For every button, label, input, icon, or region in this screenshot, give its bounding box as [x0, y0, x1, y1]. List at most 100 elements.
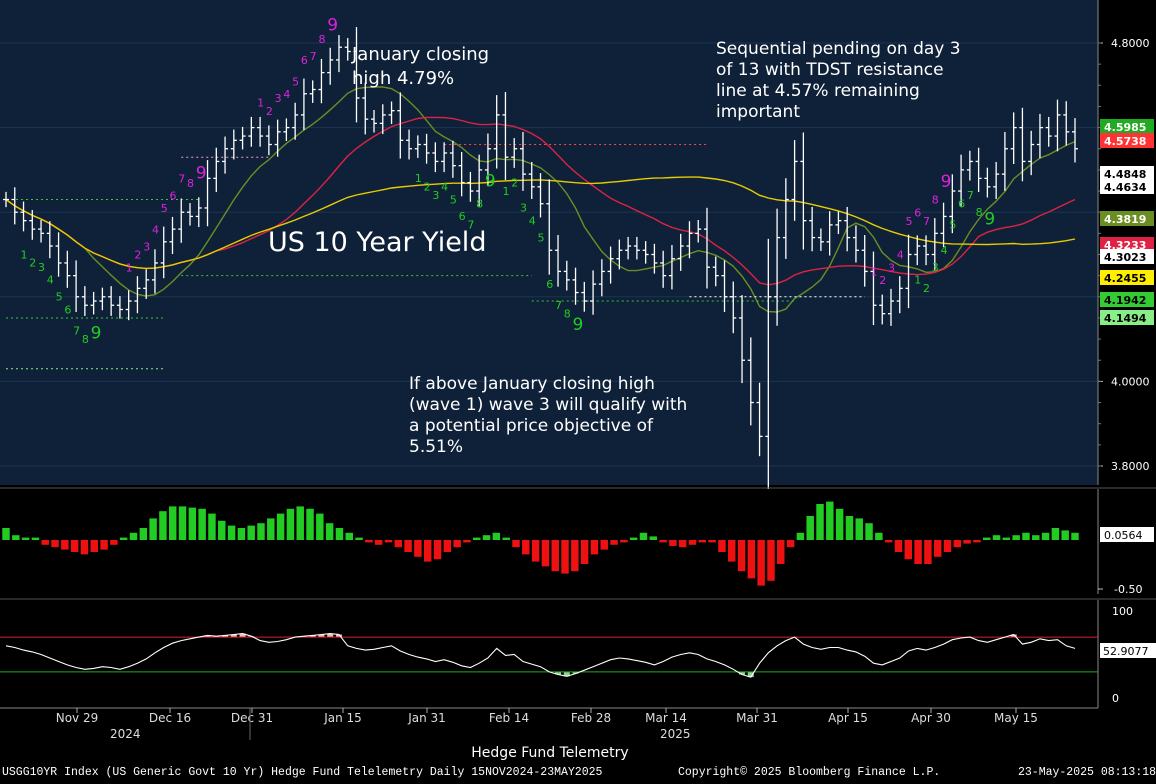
ohlc-bar — [204, 160, 211, 227]
x-axis-title: Hedge Fund Telemetry — [471, 745, 628, 761]
td-count: 6 — [64, 303, 71, 316]
macd-bar — [61, 540, 69, 550]
ohlc-bar — [344, 38, 351, 61]
macd-bar — [482, 535, 491, 540]
annotation-january-high: January closing high 4.79% — [351, 44, 489, 89]
ohlc-bar — [257, 116, 264, 147]
ohlc-bar — [817, 228, 824, 251]
macd-bar — [973, 540, 981, 543]
ohlc-bar — [309, 80, 316, 103]
macd-bar — [678, 540, 687, 548]
td-count: 2 — [511, 176, 518, 189]
rsi-series — [5, 633, 1076, 678]
td-count: 9 — [91, 324, 102, 344]
td-count: 3 — [275, 92, 282, 105]
x-tick-label: Dec 16 — [149, 711, 191, 725]
macd-bar — [286, 508, 295, 540]
x-tick-label: Mar 14 — [645, 711, 687, 725]
macd-bar — [21, 537, 30, 540]
macd-bar — [777, 540, 785, 564]
chart-title: US 10 Year Yield — [268, 227, 486, 258]
annotation-sequential: Sequential pending on day 3 of 13 with TD… — [716, 39, 961, 122]
rsi-oversold-fill — [555, 671, 754, 678]
ohlc-bar — [64, 250, 71, 288]
td-count: 4 — [441, 181, 448, 194]
moving-average-10 — [5, 86, 1076, 313]
ohlc-bar — [125, 290, 132, 321]
macd-bar — [512, 540, 520, 548]
price-label: 4.1942 — [1100, 292, 1154, 307]
ohlc-bar — [747, 337, 754, 426]
ohlc-bar — [756, 382, 763, 457]
macd-bar — [227, 525, 236, 540]
macd-bar — [267, 518, 275, 540]
ohlc-bar — [230, 129, 237, 160]
svg-text:4.4848: 4.4848 — [1104, 168, 1146, 181]
td-count: 8 — [318, 33, 325, 46]
macd-bar — [1061, 530, 1069, 540]
ohlc-bar — [958, 154, 965, 207]
price-label: 4.4634 — [1100, 179, 1154, 194]
macd-bar — [316, 513, 324, 540]
macd-bar — [384, 540, 393, 543]
ohlc-bar — [598, 259, 605, 297]
macd-bar — [875, 532, 883, 540]
macd-bar — [865, 523, 873, 540]
ohlc-bar — [572, 267, 579, 305]
td-count: 5 — [161, 202, 168, 215]
macd-bar — [443, 540, 452, 552]
td-count: 7 — [73, 324, 80, 337]
ohlc-bar — [353, 27, 360, 123]
main-y-tick-label: 4.8000 — [1111, 37, 1150, 50]
macd-bar — [80, 540, 89, 555]
ohlc-bar — [695, 219, 702, 243]
macd-bar — [168, 506, 177, 540]
macd-bar — [365, 540, 373, 543]
td-count: 9 — [196, 163, 207, 183]
ohlc-bar — [476, 154, 483, 207]
macd-bar — [129, 532, 138, 540]
ohlc-bar — [90, 291, 97, 315]
macd-bar — [561, 540, 569, 574]
macd-bar — [551, 540, 559, 572]
ohlc-bar — [765, 238, 772, 495]
macd-bar — [1022, 532, 1030, 540]
x-tick-label: Apr 30 — [911, 711, 951, 725]
td-count: 1 — [257, 96, 264, 109]
ohlc-bar — [335, 35, 342, 73]
ohlc-bar — [160, 226, 167, 279]
main-y-tick-label: 4.0000 — [1111, 375, 1150, 388]
macd-bar — [159, 511, 167, 540]
ohlc-bar — [537, 173, 544, 218]
macd-bar — [816, 504, 824, 540]
macd-bar — [1012, 535, 1020, 540]
td-count: 1 — [502, 185, 509, 198]
ohlc-bar — [406, 129, 413, 160]
td-count: 7 — [923, 215, 930, 228]
annotation-wave3: If above January closing high (wave 1) wa… — [409, 374, 687, 457]
x-tick-label: Apr 15 — [828, 711, 868, 725]
ohlc-bar — [774, 208, 781, 326]
ohlc-bar — [703, 207, 710, 289]
td-count: 3 — [520, 202, 527, 215]
macd-bar — [198, 508, 206, 540]
td-count: 8 — [976, 206, 983, 219]
price-label: 4.3819 — [1100, 211, 1154, 226]
ohlc-bar — [388, 101, 395, 125]
ohlc-bar — [519, 131, 526, 191]
ohlc-bar — [852, 225, 859, 263]
ohlc-bar — [651, 243, 658, 274]
ohlc-bar — [633, 236, 640, 260]
ohlc-bar — [949, 174, 956, 234]
ohlc-bar — [151, 249, 158, 294]
ohlc-bar — [914, 235, 921, 266]
td-count: 1 — [21, 248, 28, 261]
ohlc-bar — [966, 150, 973, 181]
ohlc-bar — [108, 286, 115, 316]
ohlc-bar — [371, 110, 378, 133]
macd-bar — [276, 513, 285, 540]
td-count: 2 — [134, 249, 141, 262]
price-label: 4.3023 — [1100, 249, 1154, 264]
